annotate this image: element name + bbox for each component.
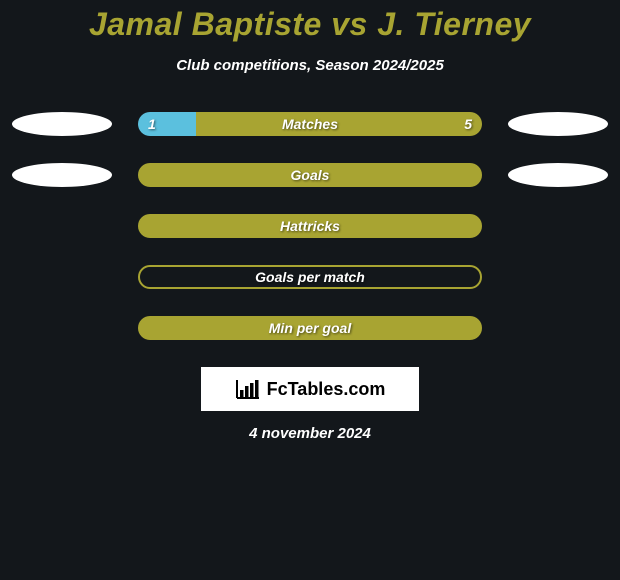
stat-bar: Goals [138, 163, 482, 187]
stat-bar: Goals per match [138, 265, 482, 289]
right-side [508, 265, 608, 289]
bar-chart-icon [235, 378, 261, 400]
stat-bar: Min per goal [138, 316, 482, 340]
bar-outline [138, 265, 482, 289]
right-side [508, 316, 608, 340]
stat-row: 15Matches [0, 112, 620, 136]
date-label: 4 november 2024 [0, 425, 620, 442]
left-side [12, 112, 112, 136]
right-side [508, 214, 608, 238]
right-side [508, 163, 608, 187]
stat-bar: 15Matches [138, 112, 482, 136]
stat-row: Goals [0, 163, 620, 187]
stat-bar: Hattricks [138, 214, 482, 238]
left-side [12, 163, 112, 187]
player-right-ellipse [508, 163, 608, 187]
brand-text: FcTables.com [267, 379, 386, 400]
right-side [508, 112, 608, 136]
left-side [12, 214, 112, 238]
brand-badge: FcTables.com [201, 367, 419, 411]
player-right-ellipse [508, 112, 608, 136]
player-left-ellipse [12, 163, 112, 187]
player-left-ellipse [12, 112, 112, 136]
left-side [12, 265, 112, 289]
bar-segment-right [196, 112, 482, 136]
stat-row: Hattricks [0, 214, 620, 238]
page-title: Jamal Baptiste vs J. Tierney [0, 0, 620, 43]
bar-segment-left [138, 112, 196, 136]
stat-row: Min per goal [0, 316, 620, 340]
bar-outline [138, 214, 482, 238]
bar-outline [138, 316, 482, 340]
stat-row: Goals per match [0, 265, 620, 289]
subtitle: Club competitions, Season 2024/2025 [0, 57, 620, 74]
stats-rows: 15Matches Goals Hattricks Goals per match Mi… [0, 112, 620, 340]
bar-outline [138, 163, 482, 187]
left-side [12, 316, 112, 340]
